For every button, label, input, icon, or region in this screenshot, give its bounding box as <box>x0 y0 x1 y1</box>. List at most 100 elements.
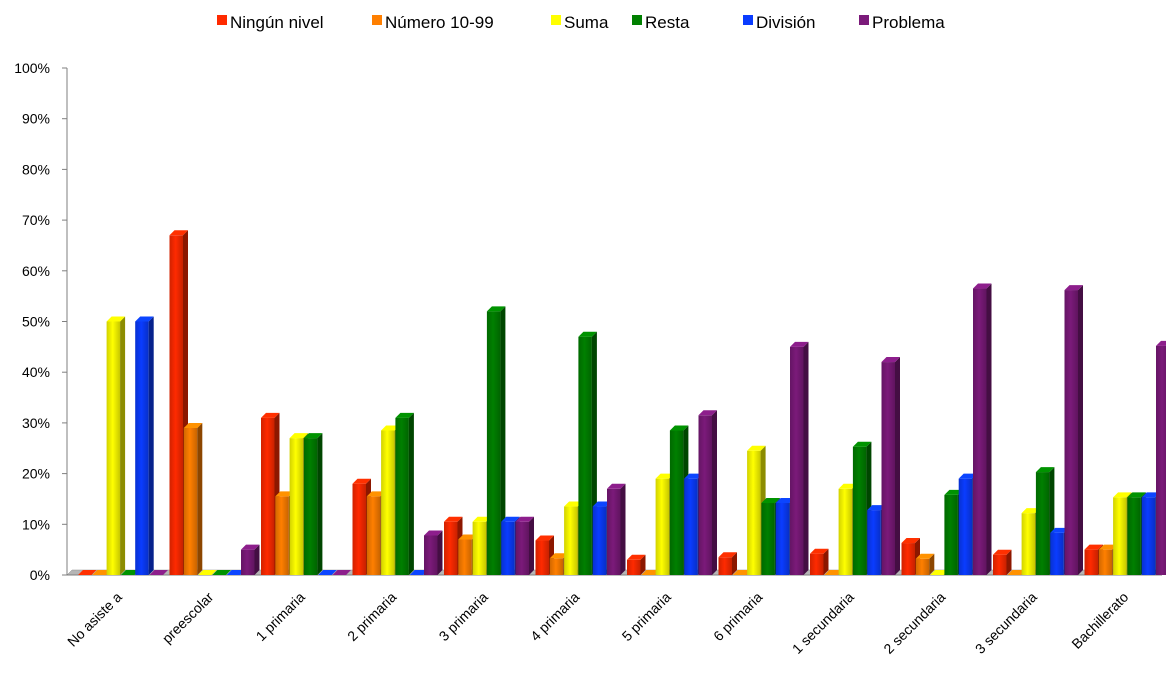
bar-top <box>881 357 900 363</box>
y-tick-label: 90% <box>22 111 50 127</box>
bar-front <box>241 549 255 575</box>
bar-top <box>486 306 506 312</box>
bar <box>718 552 737 575</box>
bar-side <box>712 410 717 575</box>
bar-front <box>352 483 366 575</box>
x-tick-label: 1 primaria <box>253 589 308 644</box>
bar <box>78 570 97 575</box>
bar <box>183 422 203 575</box>
bar <box>607 483 626 575</box>
bar-front <box>867 510 881 575</box>
bar <box>515 516 534 575</box>
bar-top <box>183 422 203 428</box>
bar-top <box>212 570 231 575</box>
bar-front <box>1050 532 1064 575</box>
x-tick-label: 3 primaria <box>436 589 491 644</box>
bar <box>318 570 337 575</box>
bar-top <box>381 425 400 431</box>
bar-top <box>366 491 386 497</box>
bar-front <box>275 496 289 575</box>
bar-front <box>1113 497 1127 575</box>
bar-side <box>197 422 203 575</box>
bar-side <box>500 306 506 575</box>
bar-side <box>1006 549 1012 575</box>
bar-side <box>895 357 900 575</box>
bar-front <box>486 311 501 575</box>
bar-side <box>120 316 126 575</box>
bar-front <box>395 417 409 575</box>
bar-top <box>472 516 492 522</box>
bar-side <box>148 316 154 575</box>
x-tick-label: preescolar <box>159 589 217 647</box>
bar-top <box>395 412 414 418</box>
y-tick-label: 70% <box>22 212 50 228</box>
bar-top <box>241 544 260 550</box>
bar-side <box>732 552 737 575</box>
bar <box>627 554 646 575</box>
bar <box>1156 340 1166 575</box>
bar-side <box>437 530 443 575</box>
bar-top <box>458 534 477 540</box>
bar-front <box>472 521 487 575</box>
bar-front <box>135 321 149 575</box>
bar <box>106 316 126 575</box>
bar-front <box>564 506 578 575</box>
bar-front <box>838 488 853 575</box>
bar-front <box>444 521 458 575</box>
bar-top <box>1035 467 1055 473</box>
x-tick-label: 2 primaria <box>344 589 399 644</box>
bar <box>1007 570 1026 575</box>
x-tick-label: 6 primaria <box>710 589 765 644</box>
bar-front <box>684 478 698 575</box>
bar-top <box>732 570 752 575</box>
bar <box>226 570 246 575</box>
bar-front <box>993 554 1007 575</box>
bar-top <box>973 283 992 289</box>
bar-front <box>289 438 304 575</box>
bar-front <box>169 235 183 575</box>
bar-top <box>1098 544 1118 550</box>
bar-front <box>810 553 824 575</box>
bar-top <box>747 445 766 451</box>
bar-top <box>261 412 280 418</box>
bar-front <box>1127 497 1141 575</box>
bar-top <box>424 530 443 536</box>
bar-front <box>1141 497 1156 575</box>
legend-label: Ningún nivel <box>230 13 324 32</box>
bar-front <box>1035 472 1050 575</box>
bar-top <box>944 489 963 495</box>
bar-front <box>303 438 318 575</box>
x-tick-label: Bachillerato <box>1068 589 1131 652</box>
bar-top <box>535 535 554 541</box>
legend-label: Resta <box>645 13 690 32</box>
bar-top <box>1141 492 1161 498</box>
bar-side <box>823 548 829 575</box>
bar-top <box>824 570 843 575</box>
bar-top <box>120 570 140 575</box>
bar-top <box>915 553 935 559</box>
bar-top <box>1050 527 1069 533</box>
bar-side <box>986 283 992 575</box>
bar-front <box>261 417 275 575</box>
bar-top <box>169 230 188 236</box>
legend-swatch <box>217 15 227 25</box>
bar-front <box>973 288 987 575</box>
y-tick-label: 30% <box>22 415 50 431</box>
legend-label: Suma <box>564 13 609 32</box>
bar-top <box>352 478 371 484</box>
bars <box>78 230 1166 575</box>
bar-front <box>790 346 804 575</box>
bar-front <box>669 430 684 575</box>
bar-top <box>761 498 780 504</box>
bar-side <box>1078 285 1083 575</box>
legend-swatch <box>372 15 382 25</box>
bar-front <box>901 543 915 575</box>
x-tick-label: 1 secundaria <box>789 589 857 657</box>
x-tick-label: 4 primaria <box>527 589 582 644</box>
bar-top <box>1064 285 1083 291</box>
bar <box>1064 285 1083 575</box>
bar <box>810 548 829 575</box>
bar-top <box>775 498 795 504</box>
bar-front <box>501 521 515 575</box>
